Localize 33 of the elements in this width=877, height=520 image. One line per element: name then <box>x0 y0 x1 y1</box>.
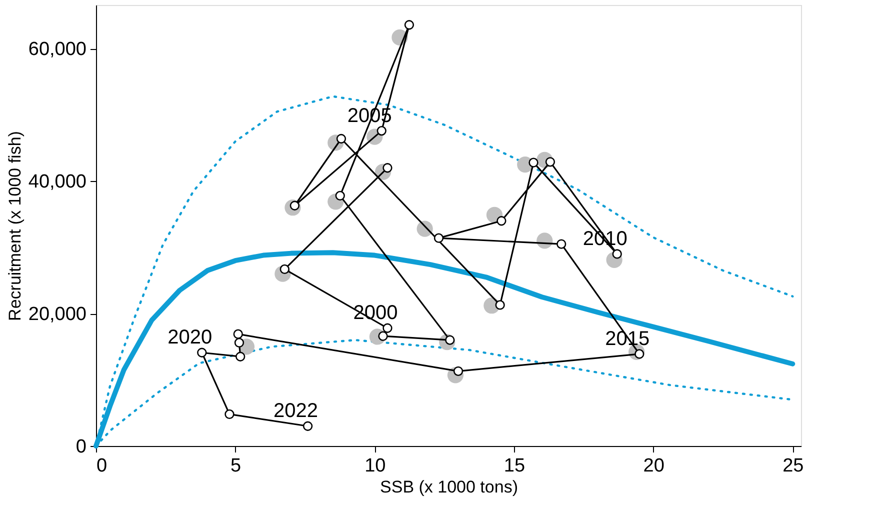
point <box>233 329 243 339</box>
x-tick-label: 5 <box>230 456 242 476</box>
point <box>336 134 346 144</box>
x-tick-label: 10 <box>364 456 386 476</box>
x-axis-title: SSB (x 1000 tons) <box>380 478 518 496</box>
y-tick-label: 40,000 <box>28 172 86 193</box>
x-tick-label: 0 <box>96 456 108 476</box>
point <box>496 216 506 226</box>
point <box>382 323 392 333</box>
point <box>224 409 234 420</box>
point <box>302 421 313 431</box>
y-tick-label: 0 <box>76 436 86 458</box>
point <box>495 300 505 310</box>
annotation: 2020 <box>168 326 212 349</box>
point <box>378 331 388 341</box>
point <box>404 20 414 30</box>
y-tick-label: 60,000 <box>28 39 86 60</box>
point <box>376 126 386 136</box>
x-tick-label: 15 <box>504 456 526 476</box>
point <box>234 338 244 348</box>
point <box>197 348 207 358</box>
point <box>612 249 622 259</box>
point <box>556 239 566 249</box>
annotation: 2022 <box>274 400 318 422</box>
y-tick-label: 20,000 <box>28 304 86 326</box>
x-tick-label: 20 <box>643 456 664 476</box>
point <box>335 190 345 201</box>
y-axis-title: Recruitment (x 1000 fish) <box>5 131 24 321</box>
x-tick-label: 25 <box>782 456 804 476</box>
point <box>545 157 556 167</box>
point <box>434 233 444 243</box>
point <box>236 352 246 362</box>
point <box>528 158 538 168</box>
